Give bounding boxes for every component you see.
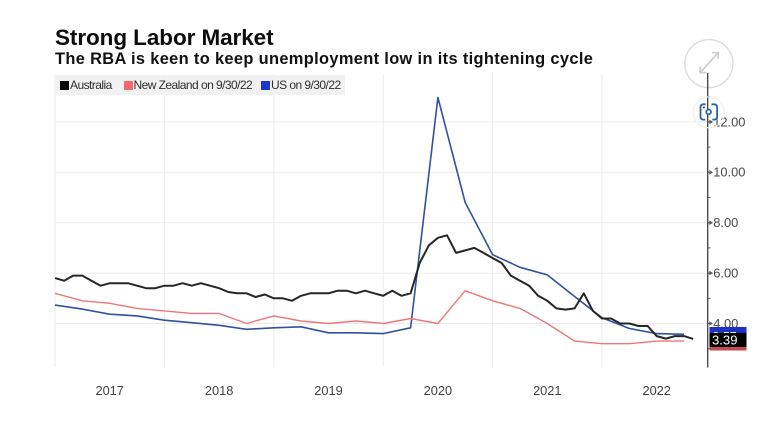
svg-text:8.00: 8.00 bbox=[713, 215, 738, 230]
svg-text:2021: 2021 bbox=[533, 383, 561, 398]
svg-text:2017: 2017 bbox=[95, 383, 123, 398]
svg-text:6.00: 6.00 bbox=[713, 266, 738, 281]
svg-text:2020: 2020 bbox=[424, 383, 452, 398]
svg-text:2022: 2022 bbox=[642, 383, 670, 398]
svg-text:3.39: 3.39 bbox=[712, 332, 737, 347]
svg-text:2018: 2018 bbox=[205, 383, 233, 398]
svg-text:2019: 2019 bbox=[314, 383, 342, 398]
svg-text:12.00: 12.00 bbox=[713, 114, 745, 129]
svg-text:10.00: 10.00 bbox=[713, 165, 745, 180]
